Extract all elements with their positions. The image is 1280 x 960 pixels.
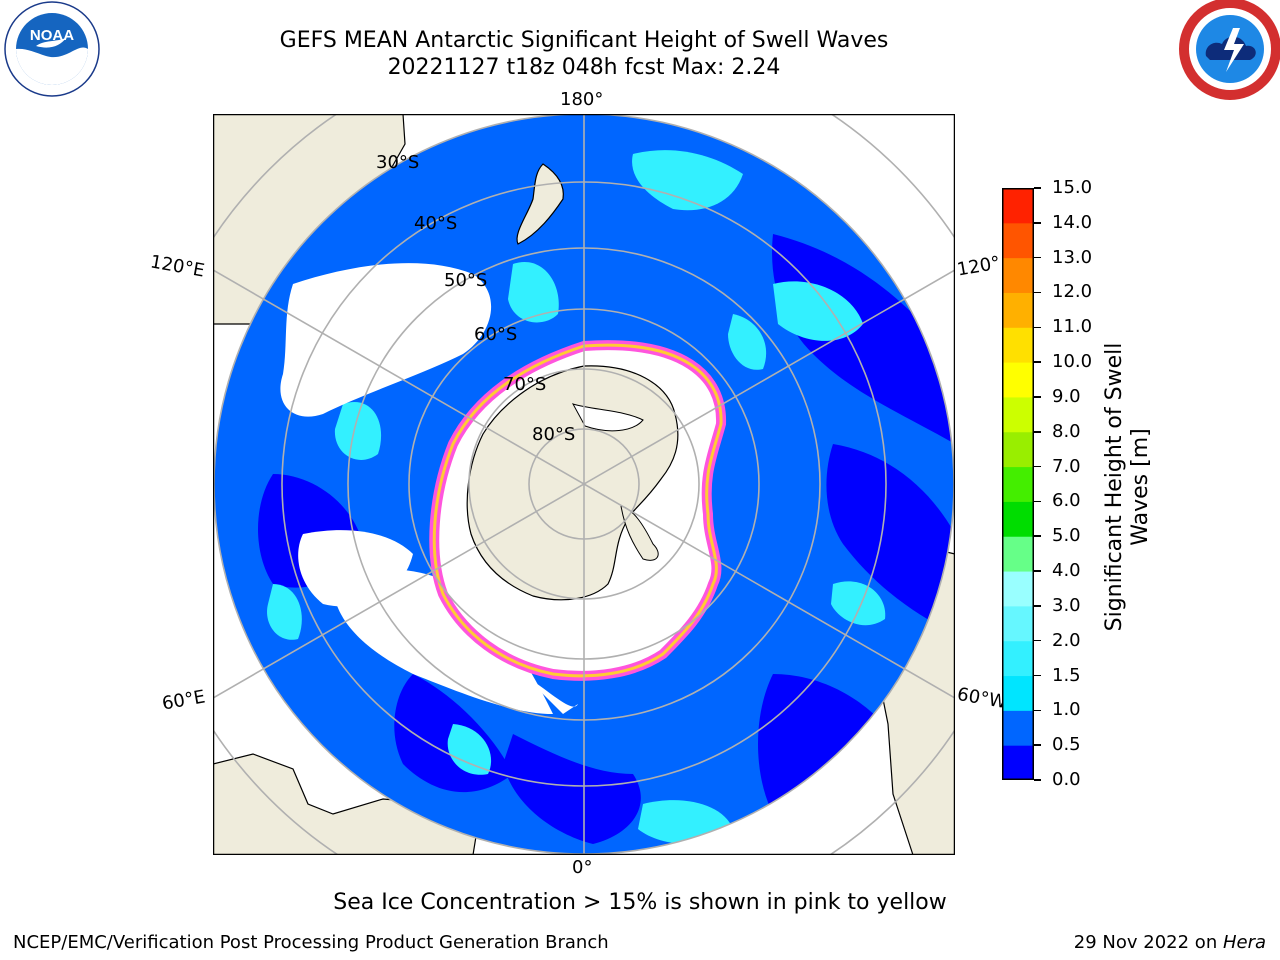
colorbar-segment	[1002, 362, 1034, 398]
colorbar-tick-mark	[1034, 570, 1041, 572]
lon-label-120e: 120°E	[148, 251, 207, 282]
colorbar-tick-mark	[1034, 779, 1041, 781]
colorbar-tick-label: 11.0	[1052, 316, 1093, 338]
colorbar-ticks: 0.0 0.5 1.0 1.5 2.0 3.0 4.0 5.0 6.0 7.0 8.0 9.0 10.0…	[1034, 177, 1106, 790]
footer-system: Hera	[1222, 932, 1266, 953]
colorbar-tick-label: 5.0	[1052, 525, 1081, 547]
lon-label-120w: 120°	[955, 252, 1002, 281]
colorbar-segment	[1002, 501, 1034, 537]
colorbar-segment	[1002, 396, 1034, 433]
map-subtitle: 20221127 t18z 048h fcst Max: 2.24	[387, 55, 781, 80]
colorbar-tick-mark	[1034, 744, 1041, 746]
colorbar-segment	[1002, 257, 1034, 293]
colorbar-segment	[1002, 431, 1034, 468]
colorbar-segment	[1002, 292, 1034, 328]
footer-right: 29 Nov 2022 on Hera	[1074, 932, 1266, 953]
colorbar-tick-mark	[1034, 396, 1041, 398]
colorbar-tick-label: 8.0	[1052, 420, 1081, 442]
lon-label-60w: 60°W	[955, 683, 1009, 714]
colorbar-tick-mark	[1034, 291, 1041, 294]
colorbar-tick-mark	[1034, 639, 1041, 642]
colorbar-tick-label: 4.0	[1052, 560, 1081, 582]
colorbar-tick-label: 3.0	[1052, 594, 1081, 616]
lat-label-70s: 70°S	[503, 374, 547, 395]
colorbar-tick-label: 1.0	[1052, 699, 1081, 721]
footer-date: 29 Nov 2022 on	[1073, 932, 1223, 953]
noaa-logo: NOAA	[0, 0, 106, 100]
lat-label-40s: 40°S	[414, 213, 458, 234]
colorbar-tick-label: 2.0	[1052, 629, 1081, 651]
colorbar-tick-label: 15.0	[1052, 177, 1093, 198]
colorbar-segment	[1002, 188, 1034, 224]
colorbar-tick-mark	[1034, 187, 1041, 189]
nws-logo	[1178, 0, 1280, 100]
colorbar-tick-mark	[1034, 431, 1041, 433]
colorbar-tick-label: 1.5	[1052, 664, 1081, 686]
colorbar-segment	[1002, 675, 1034, 711]
colorbar-label-line2: Waves [m]	[1128, 428, 1153, 546]
colorbar-tick-mark	[1034, 709, 1041, 712]
lat-label-30s: 30°S	[376, 152, 420, 173]
colorbar-tick-label: 6.0	[1052, 490, 1081, 512]
colorbar-tick-mark	[1034, 465, 1041, 468]
colorbar-segment	[1002, 745, 1034, 781]
colorbar-tick-label: 10.0	[1052, 351, 1093, 373]
colorbar-label-line1: Significant Height of Swell	[1102, 342, 1127, 632]
lat-label-50s: 50°S	[444, 270, 488, 291]
colorbar-tick-mark	[1034, 500, 1041, 503]
colorbar-segment	[1002, 571, 1034, 607]
colorbar-segment	[1002, 710, 1034, 746]
colorbar-tick-label: 0.5	[1052, 734, 1081, 756]
polar-stereographic-map	[212, 113, 956, 856]
colorbar	[1002, 188, 1034, 781]
colorbar-tick-mark	[1034, 674, 1041, 677]
colorbar-tick-label: 14.0	[1052, 211, 1093, 233]
colorbar-tick-mark	[1034, 326, 1041, 329]
lon-label-0: 0°	[572, 857, 593, 878]
colorbar-tick-label: 9.0	[1052, 385, 1081, 407]
colorbar-tick-mark	[1034, 361, 1041, 363]
colorbar-segment	[1002, 536, 1034, 572]
colorbar-tick-label: 13.0	[1052, 246, 1093, 268]
lon-label-180: 180°	[560, 89, 604, 110]
colorbar-segment	[1002, 605, 1034, 642]
colorbar-segment	[1002, 327, 1034, 363]
map-title: GEFS MEAN Antarctic Significant Height o…	[279, 28, 889, 53]
colorbar-segment	[1002, 466, 1034, 502]
colorbar-segment	[1002, 222, 1034, 259]
lat-label-60s: 60°S	[474, 324, 518, 345]
colorbar-tick-mark	[1034, 256, 1041, 259]
colorbar-tick-label: 12.0	[1052, 281, 1093, 303]
lon-label-60e: 60°E	[160, 686, 207, 715]
colorbar-tick-mark	[1034, 605, 1041, 607]
colorbar-tick-mark	[1034, 222, 1041, 224]
footer-left: NCEP/EMC/Verification Post Processing Pr…	[13, 932, 609, 953]
sea-ice-note: Sea Ice Concentration > 15% is shown in …	[333, 890, 947, 915]
colorbar-tick-mark	[1034, 535, 1041, 537]
colorbar-border	[1002, 188, 1034, 780]
lat-label-80s: 80°S	[532, 424, 576, 445]
colorbar-tick-label: 7.0	[1052, 455, 1081, 477]
colorbar-tick-label: 0.0	[1052, 769, 1081, 790]
colorbar-segment	[1002, 640, 1034, 677]
